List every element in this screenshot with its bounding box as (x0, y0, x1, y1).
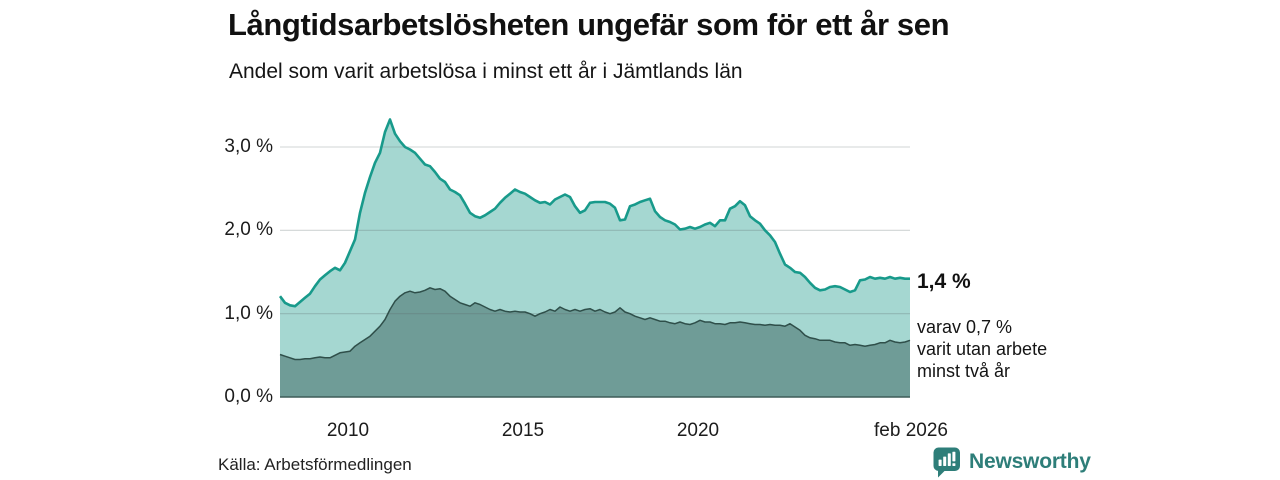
two-year-annotation: varav 0,7 % varit utan arbete minst två … (917, 317, 1048, 381)
x-axis-tick-label: 2010 (326, 420, 370, 441)
page-subtitle: Andel som varit arbetslösa i minst ett å… (229, 60, 743, 83)
newsworthy-logo-icon (933, 447, 960, 477)
area-unemployed-min-2-years (280, 287, 910, 397)
line-unemployed-min-1-year (278, 118, 910, 308)
y-axis-tick-label: 2,0 % (224, 219, 273, 240)
newsworthy-wordmark: Newsworthy (969, 450, 1091, 473)
y-axis-tick-label: 1,0 % (224, 303, 273, 324)
x-axis-tick-label: feb 2026 (874, 420, 948, 441)
line-unemployed-min-2-years (279, 287, 911, 361)
total-end-value-label: 1,4 % (917, 270, 971, 293)
y-axis-tick-label: 0,0 % (224, 386, 273, 407)
x-axis-tick-label: 2015 (501, 420, 545, 441)
newsworthy-logo: Newsworthy (933, 446, 1091, 478)
y-axis-tick-label: 3,0 % (224, 136, 273, 157)
x-axis-tick-label: 2020 (676, 420, 720, 441)
source-credit: Källa: Arbetsförmedlingen (218, 455, 412, 474)
page-title: Långtidsarbetslösheten ungefär som för e… (228, 7, 950, 42)
